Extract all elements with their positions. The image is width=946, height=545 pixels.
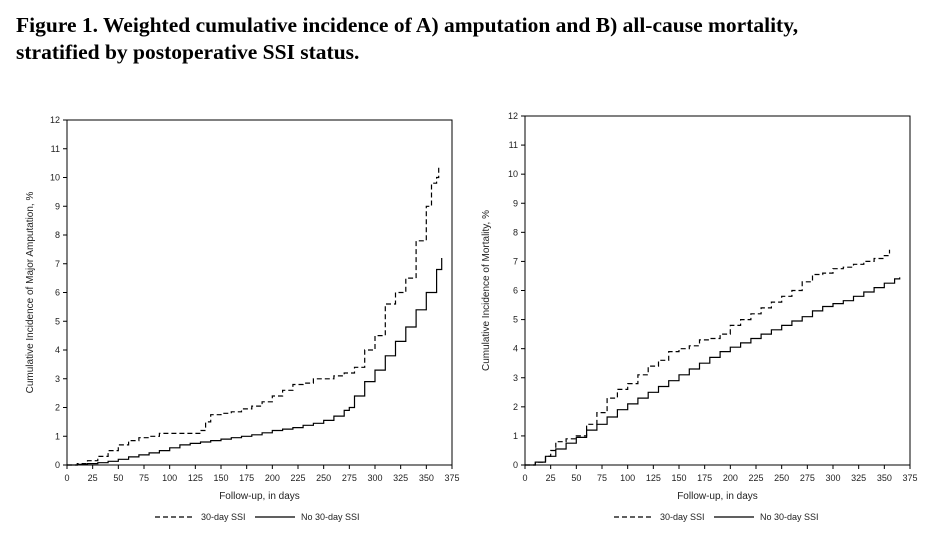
y-tick-label: 5	[55, 316, 60, 326]
x-tick-label: 100	[620, 473, 635, 483]
x-tick-label: 300	[367, 473, 382, 483]
x-tick-label: 125	[188, 473, 203, 483]
y-tick-label: 0	[513, 460, 518, 470]
y-tick-label: 4	[513, 344, 518, 354]
x-tick-label: 25	[88, 473, 98, 483]
x-tick-label: 175	[239, 473, 254, 483]
x-tick-label: 375	[902, 473, 917, 483]
y-tick-label: 5	[513, 315, 518, 325]
legend-label: No 30-day SSI	[760, 512, 819, 522]
legend-label: 30-day SSI	[201, 512, 246, 522]
figure-caption: Figure 1. Weighted cumulative incidence …	[16, 12, 936, 66]
series-line-30-day-ssi	[525, 249, 891, 466]
panel-b-mortality: 0 25 50 75 100 125 150 175 200 225 250 275 300 325 350…	[481, 111, 918, 522]
x-tick-label: 350	[877, 473, 892, 483]
y-tick-label: 1	[513, 431, 518, 441]
plot-frame	[524, 115, 911, 466]
y-tick-label: 3	[55, 374, 60, 384]
y-tick-label: 11	[509, 140, 518, 150]
y-tick-label: 6	[513, 286, 518, 296]
y-tick-label: 10	[50, 173, 60, 183]
y-tick-label: 0	[55, 460, 60, 470]
x-tick-label: 50	[113, 473, 123, 483]
y-axis-label: Cumulative Incidence of Major Amputation…	[25, 192, 36, 394]
x-tick-label: 225	[748, 473, 763, 483]
y-tick-label: 7	[55, 259, 60, 269]
y-tick-label: 4	[55, 345, 60, 355]
legend: 30-day SSI No 30-day SSI	[155, 512, 360, 522]
x-tick-label: 250	[316, 473, 331, 483]
x-tick-label: 250	[774, 473, 789, 483]
x-tick-label: 200	[723, 473, 738, 483]
x-tick-label: 0	[522, 473, 527, 483]
y-tick-label: 12	[50, 115, 60, 125]
y-tick-label: 3	[513, 373, 518, 383]
y-tick-label: 8	[513, 227, 518, 237]
y-tick-label: 6	[55, 288, 60, 298]
y-axis-label: Cumulative Incidence of Mortality, %	[481, 210, 492, 371]
x-axis-label: Follow-up, in days	[219, 491, 300, 502]
x-tick-label: 100	[162, 473, 177, 483]
series-line-no-30-day-ssi	[525, 277, 901, 466]
caption-line-2: stratified by postoperative SSI status.	[16, 40, 360, 64]
x-tick-label: 325	[393, 473, 408, 483]
series-line-no-30-day-ssi	[67, 258, 443, 466]
y-tick-label: 12	[508, 111, 518, 121]
x-tick-label: 25	[546, 473, 556, 483]
x-tick-label: 50	[571, 473, 581, 483]
x-tick-label: 300	[825, 473, 840, 483]
plot-frame	[66, 119, 453, 466]
x-tick-label: 75	[139, 473, 149, 483]
x-tick-label: 125	[646, 473, 661, 483]
x-tick-label: 0	[64, 473, 69, 483]
caption-line-1: Figure 1. Weighted cumulative incidence …	[16, 13, 799, 37]
y-tick-label: 1	[55, 431, 60, 441]
legend: 30-day SSI No 30-day SSI	[614, 512, 819, 522]
x-tick-label: 175	[697, 473, 712, 483]
x-tick-label: 275	[342, 473, 357, 483]
x-tick-label: 375	[444, 473, 459, 483]
x-tick-label: 150	[671, 473, 686, 483]
panel-a-amputation: 0 25 50 75 100 125 150 175 200 225 250 275 300 325 350…	[25, 115, 460, 522]
x-tick-label: 150	[213, 473, 228, 483]
x-tick-label: 350	[419, 473, 434, 483]
x-tick-label: 225	[290, 473, 305, 483]
y-tick-label: 9	[513, 198, 518, 208]
y-tick-label: 9	[55, 201, 60, 211]
x-tick-label: 325	[851, 473, 866, 483]
x-tick-label: 275	[800, 473, 815, 483]
y-tick-label: 10	[508, 169, 518, 179]
x-tick-label: 200	[265, 473, 280, 483]
legend-label: No 30-day SSI	[301, 512, 360, 522]
y-tick-label: 11	[51, 144, 60, 154]
y-tick-label: 8	[55, 230, 60, 240]
series-line-30-day-ssi	[67, 166, 440, 466]
y-tick-label: 2	[55, 403, 60, 413]
x-tick-label: 75	[597, 473, 607, 483]
y-tick-label: 7	[513, 256, 518, 266]
legend-label: 30-day SSI	[660, 512, 705, 522]
x-axis-label: Follow-up, in days	[677, 491, 758, 502]
y-tick-label: 2	[513, 402, 518, 412]
